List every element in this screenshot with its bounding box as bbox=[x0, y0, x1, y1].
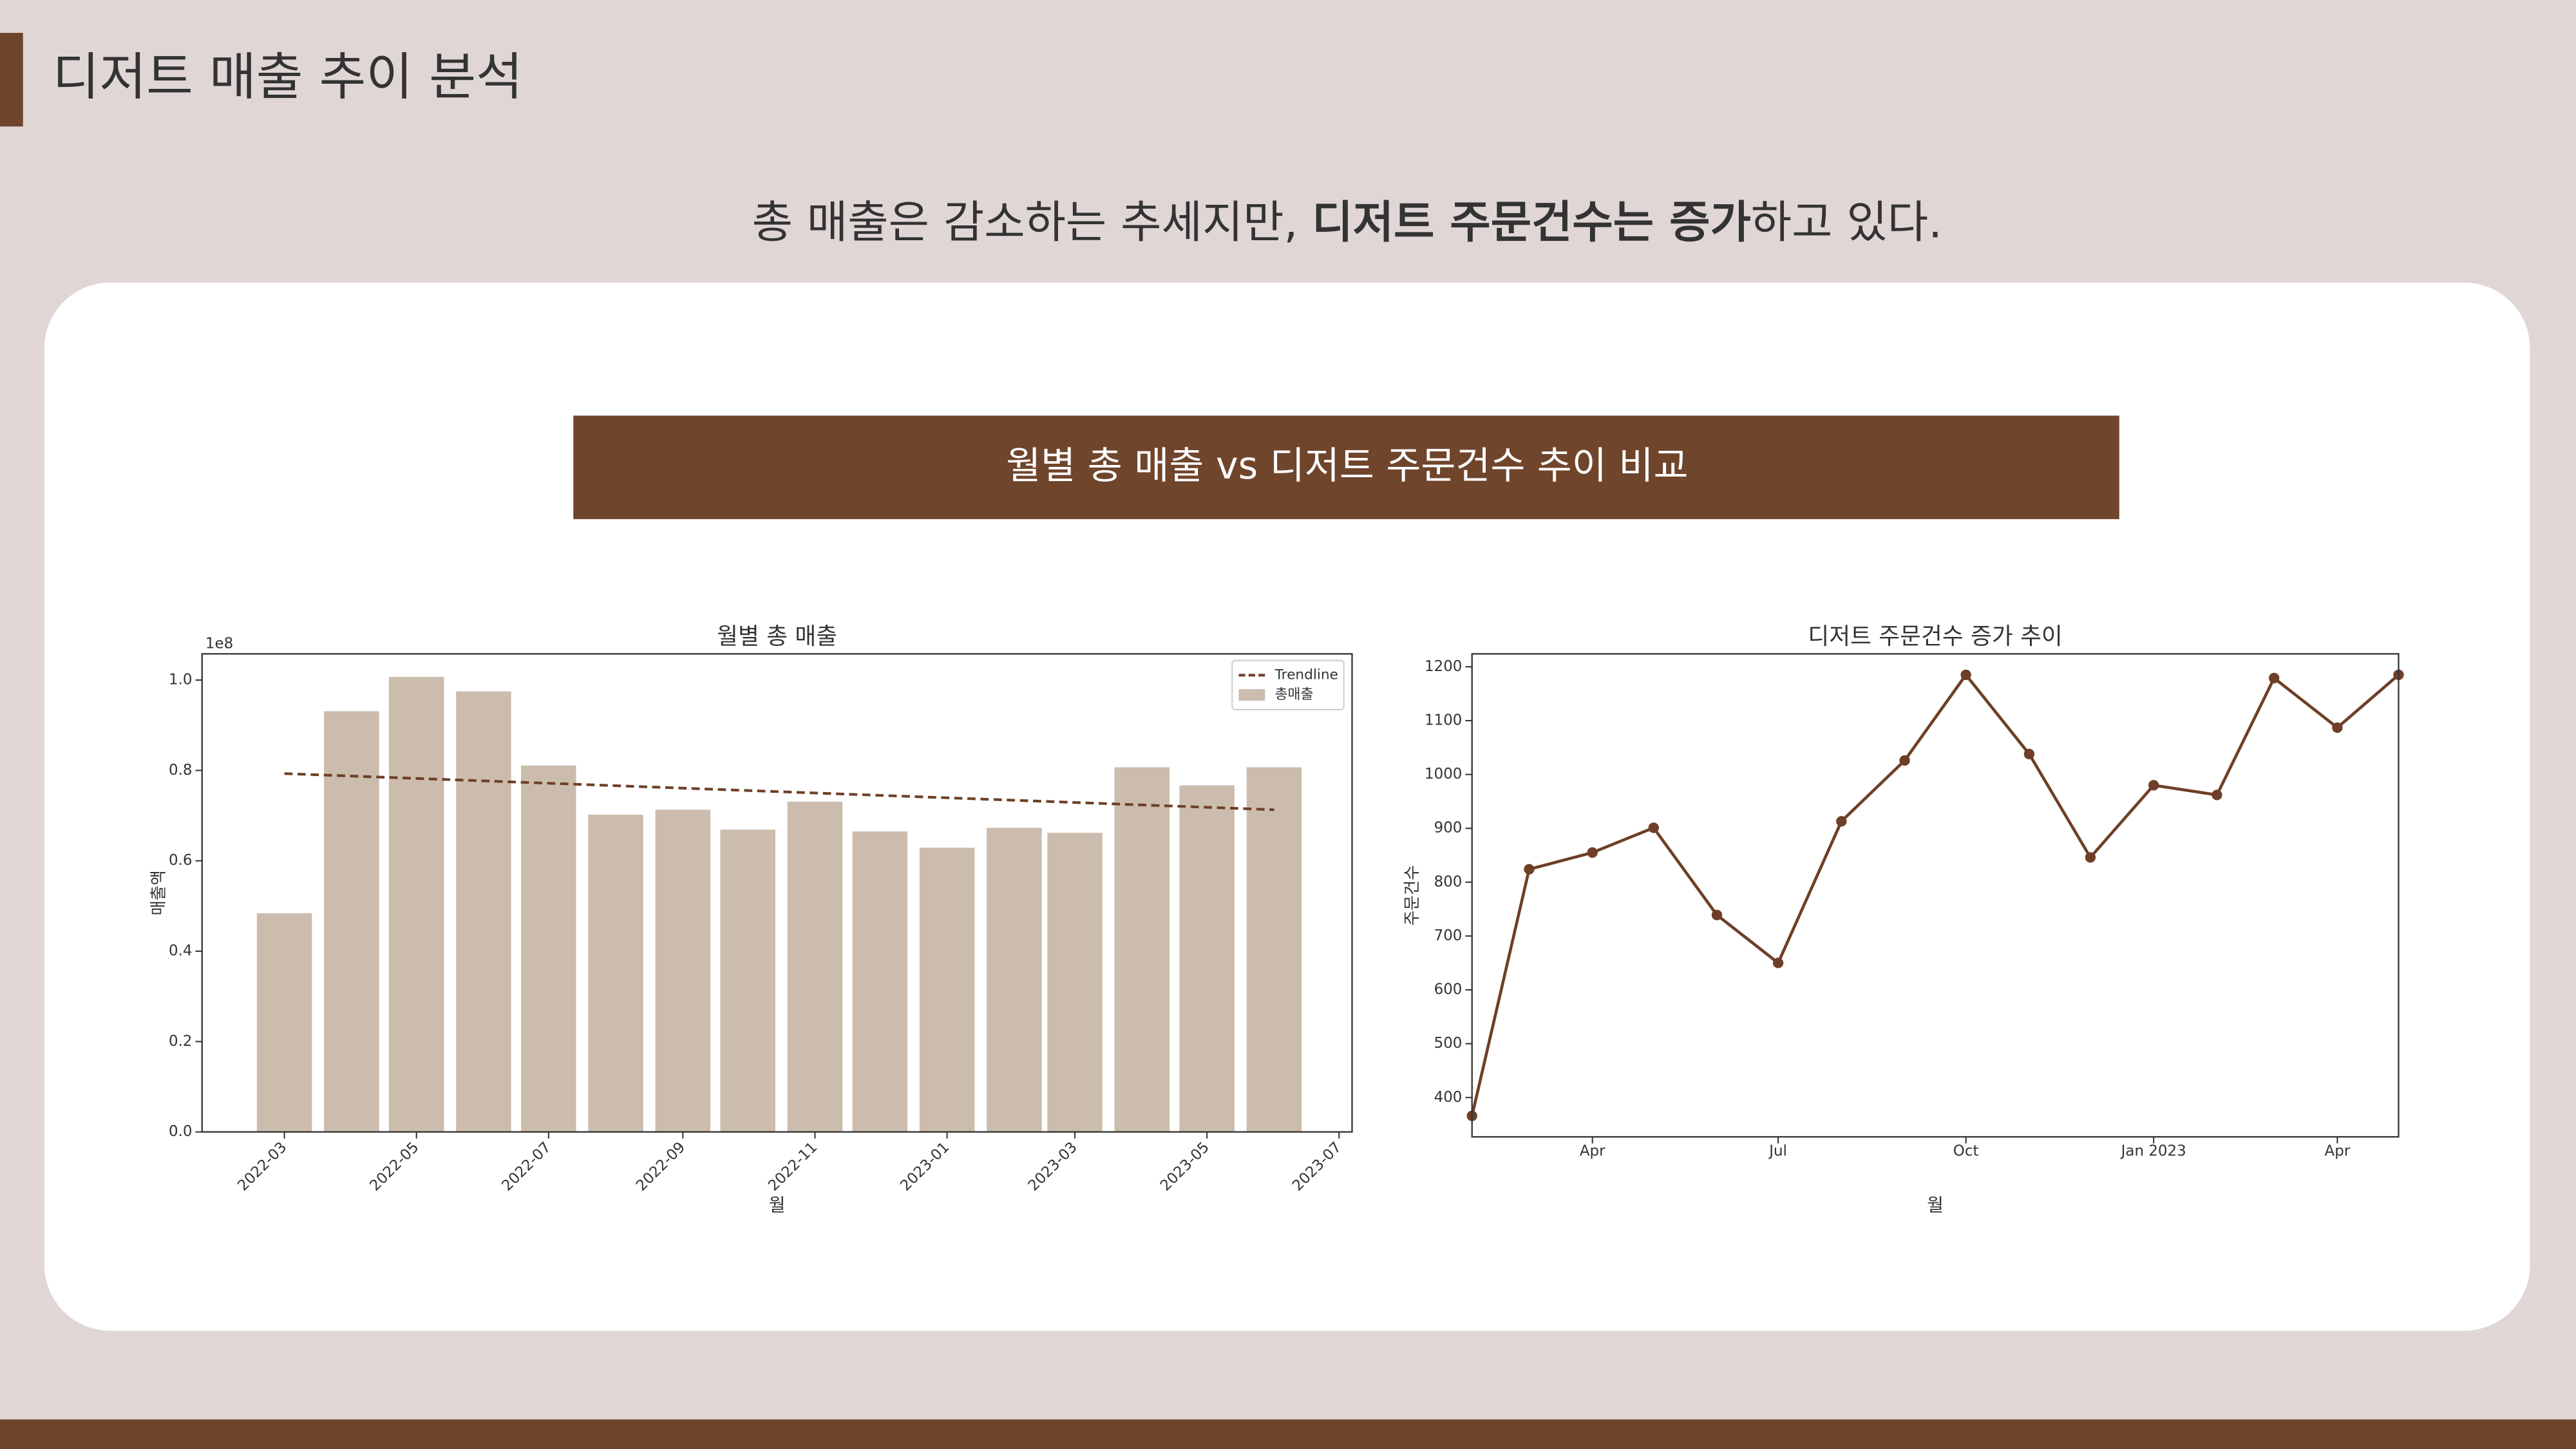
bar bbox=[256, 913, 312, 1132]
x-axis-label: 월 bbox=[769, 1194, 786, 1215]
bar bbox=[388, 677, 444, 1132]
point bbox=[1960, 669, 1971, 681]
y-tick-label: 700 bbox=[1434, 927, 1463, 944]
bar bbox=[919, 848, 975, 1132]
bar bbox=[521, 765, 576, 1132]
subtitle: 총 매출은 감소하는 추세지만, 디저트 주문건수는 증가하고 있다. bbox=[752, 197, 1942, 249]
bar bbox=[456, 691, 511, 1132]
point bbox=[2332, 722, 2343, 734]
subtitle-part: 디저트 주문건수는 증가 bbox=[1312, 197, 1750, 249]
slide-title: 디저트 매출 추이 분석 bbox=[53, 47, 523, 106]
x-tick-label: Jul bbox=[1768, 1143, 1787, 1160]
y-tick-label: 0.4 bbox=[169, 942, 192, 959]
legend-label: 총매출 bbox=[1275, 687, 1314, 703]
plot-frame bbox=[1471, 653, 2400, 1138]
chart-title: 월별 총 매출 bbox=[717, 623, 837, 650]
point bbox=[2211, 790, 2222, 800]
plot-frame bbox=[201, 653, 1353, 1133]
title-accent bbox=[0, 33, 23, 127]
point bbox=[2269, 672, 2280, 684]
bar bbox=[655, 810, 711, 1132]
x-tick-label: Apr bbox=[2325, 1143, 2351, 1160]
x-axis-label: 월 bbox=[1927, 1194, 1944, 1215]
bar bbox=[588, 815, 643, 1132]
legend-label: Trendline bbox=[1274, 667, 1338, 683]
x-tick-label: Apr bbox=[1580, 1143, 1605, 1160]
y-tick-label: 0.2 bbox=[169, 1033, 192, 1050]
y-tick-label: 800 bbox=[1434, 873, 1463, 890]
y-axis-label: 매출액 bbox=[149, 870, 168, 915]
point bbox=[2148, 780, 2159, 791]
bar bbox=[1047, 833, 1103, 1132]
point bbox=[1711, 909, 1723, 920]
y-tick-label: 900 bbox=[1434, 820, 1463, 837]
bar bbox=[987, 828, 1042, 1132]
bar bbox=[1246, 767, 1302, 1132]
y-tick-label: 0.8 bbox=[169, 762, 192, 779]
x-tick-label: Oct bbox=[1953, 1143, 1979, 1160]
bar bbox=[787, 801, 843, 1132]
trendline bbox=[284, 772, 1274, 811]
banner-text: 월별 총 매출 vs 디저트 주문건수 추이 비교 bbox=[1006, 444, 1688, 488]
bar bbox=[720, 829, 775, 1132]
legend-swatch bbox=[1238, 689, 1265, 701]
banner bbox=[573, 415, 2119, 520]
y-tick-label: 600 bbox=[1434, 981, 1463, 998]
y-tick-label: 1200 bbox=[1425, 658, 1462, 675]
y-tick-label: 400 bbox=[1434, 1089, 1463, 1106]
y-tick-label: 1000 bbox=[1425, 766, 1462, 782]
subtitle-part: 총 매출은 감소하는 추세지만, bbox=[752, 197, 1312, 249]
point bbox=[1524, 864, 1535, 875]
bar bbox=[1114, 767, 1170, 1132]
point bbox=[1836, 816, 1847, 827]
point bbox=[1899, 755, 1910, 766]
offset-label: 1e8 bbox=[205, 635, 233, 652]
point bbox=[1772, 958, 1784, 969]
y-tick-label: 500 bbox=[1434, 1035, 1463, 1052]
chart-title: 디저트 주문건수 증가 추이 bbox=[1808, 623, 2062, 650]
subtitle-part: 하고 있다. bbox=[1751, 197, 1942, 249]
y-tick-label: 0.6 bbox=[169, 852, 192, 869]
point bbox=[1587, 847, 1598, 858]
y-tick-label: 1100 bbox=[1425, 712, 1462, 728]
point bbox=[1648, 822, 1659, 833]
y-tick-label: 0.0 bbox=[169, 1123, 192, 1140]
y-axis-label: 주문건수 bbox=[1403, 865, 1422, 925]
x-tick-label: Jan 2023 bbox=[2120, 1143, 2186, 1160]
line bbox=[1470, 672, 2400, 1117]
y-tick-label: 1.0 bbox=[169, 672, 192, 688]
bar bbox=[1179, 785, 1235, 1132]
footer-bar bbox=[0, 1419, 2576, 1449]
point bbox=[2023, 748, 2035, 759]
bar bbox=[852, 831, 908, 1132]
bar bbox=[324, 711, 379, 1132]
point bbox=[2085, 852, 2096, 863]
